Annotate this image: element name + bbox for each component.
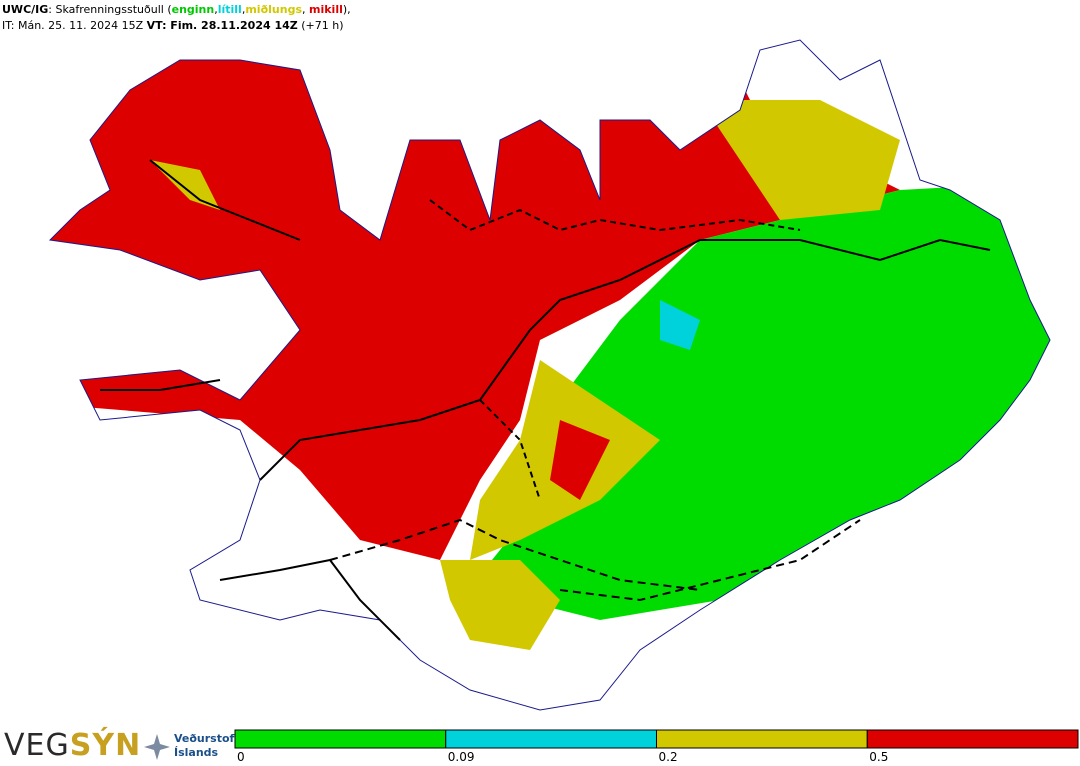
- legend-tick-label: 0.2: [659, 750, 678, 764]
- logo-syn: SÝN: [69, 728, 142, 763]
- legend-tick-label: 0.09: [448, 750, 475, 764]
- header-text: ,: [214, 3, 218, 16]
- snowdrift-field: [50, 40, 1050, 710]
- header-text: ),: [342, 3, 351, 16]
- legend-tick-label: 0.5: [869, 750, 888, 764]
- logo-veg: VEG: [4, 728, 70, 763]
- header-text: enginn: [171, 3, 215, 16]
- org-name: Veðurstofa Íslands: [174, 732, 242, 760]
- legend-tick-label: 0: [237, 750, 245, 764]
- legend-swatch: [866, 729, 1079, 749]
- org-icon: [144, 734, 170, 760]
- header-text: miðlungs: [245, 3, 302, 16]
- legend-swatch: [445, 729, 657, 749]
- header-text: UWC/IG: [2, 3, 49, 16]
- header-text: lítill: [217, 3, 242, 16]
- legend-swatch: [234, 729, 447, 749]
- header-line-2: IT: Mán. 25. 11. 2024 15Z VT: Fim. 28.11…: [2, 18, 351, 34]
- header: UWC/IG: Skafrenningsstuðull (enginn,líti…: [2, 2, 351, 34]
- legend: 0 0.09 0.2 0.5: [234, 729, 1079, 764]
- legend-swatch: [656, 729, 868, 749]
- org-line-1: Veðurstofa: [174, 732, 242, 745]
- roads: [100, 159, 991, 641]
- vegsyn-logo: VEGSÝN: [4, 728, 141, 763]
- org-line-2: Íslands: [174, 746, 219, 759]
- header-text: mikill: [309, 3, 343, 16]
- header-text: ,: [241, 3, 246, 16]
- header-text: IT: Mán. 25. 11. 2024 15Z: [2, 19, 147, 32]
- header-text: (+71 h): [297, 19, 344, 32]
- header-line-1: UWC/IG: Skafrenningsstuðull (enginn,líti…: [2, 2, 351, 18]
- header-text: VT: Fim. 28.11.2024 14Z: [146, 19, 298, 32]
- header-text: ,: [302, 3, 309, 16]
- header-text: : Skafrenningsstuðull (: [48, 3, 172, 16]
